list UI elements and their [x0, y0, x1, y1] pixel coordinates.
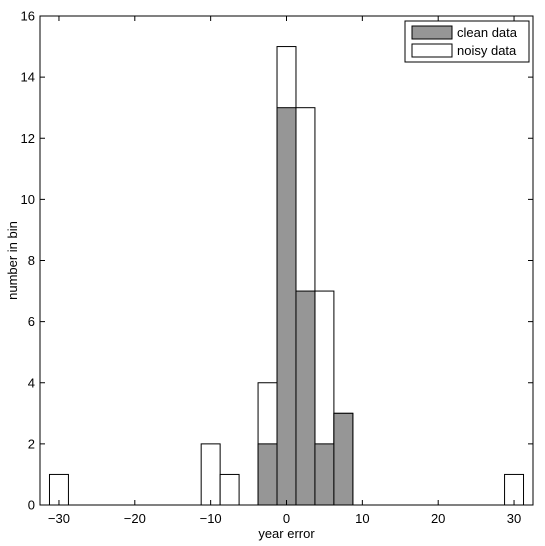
y-tick-label: 0 [28, 498, 35, 513]
legend: clean data noisy data [404, 20, 530, 63]
y-tick-label: 6 [28, 314, 35, 329]
x-tick-label: 30 [507, 511, 521, 526]
clean-bar-3 [314, 443, 335, 506]
x-tick-label: 10 [355, 511, 369, 526]
y-axis-ticks: 0 2 4 6 8 10 12 14 16 [21, 9, 533, 513]
clean-bar-0 [257, 443, 278, 506]
y-tick-label: 16 [21, 9, 35, 24]
noisy-bar-2 [219, 473, 240, 506]
x-tick-label: −30 [48, 511, 70, 526]
x-tick-label: 20 [431, 511, 445, 526]
x-tick-label: 0 [283, 511, 290, 526]
y-tick-label: 10 [21, 192, 35, 207]
y-axis-label: number in bin [5, 221, 20, 300]
clean-bar-2 [295, 290, 316, 506]
y-tick-label: 14 [21, 70, 35, 85]
legend-swatch-noisy [411, 43, 453, 58]
noisy-bar-1 [200, 443, 221, 506]
legend-label-noisy: noisy data [457, 43, 517, 58]
legend-swatch-clean [411, 25, 453, 40]
clean-bar-4 [333, 412, 354, 506]
x-axis-ticks: −30 −20 −10 0 10 20 30 [48, 16, 521, 526]
y-tick-label: 2 [28, 436, 35, 451]
legend-label-clean: clean data [457, 25, 518, 40]
x-axis-label: year error [258, 526, 315, 541]
y-tick-label: 4 [28, 375, 35, 390]
x-tick-label: −10 [200, 511, 222, 526]
y-tick-label: 12 [21, 131, 35, 146]
y-tick-label: 8 [28, 253, 35, 268]
x-tick-label: −20 [124, 511, 146, 526]
clean-bar-1 [276, 107, 297, 506]
